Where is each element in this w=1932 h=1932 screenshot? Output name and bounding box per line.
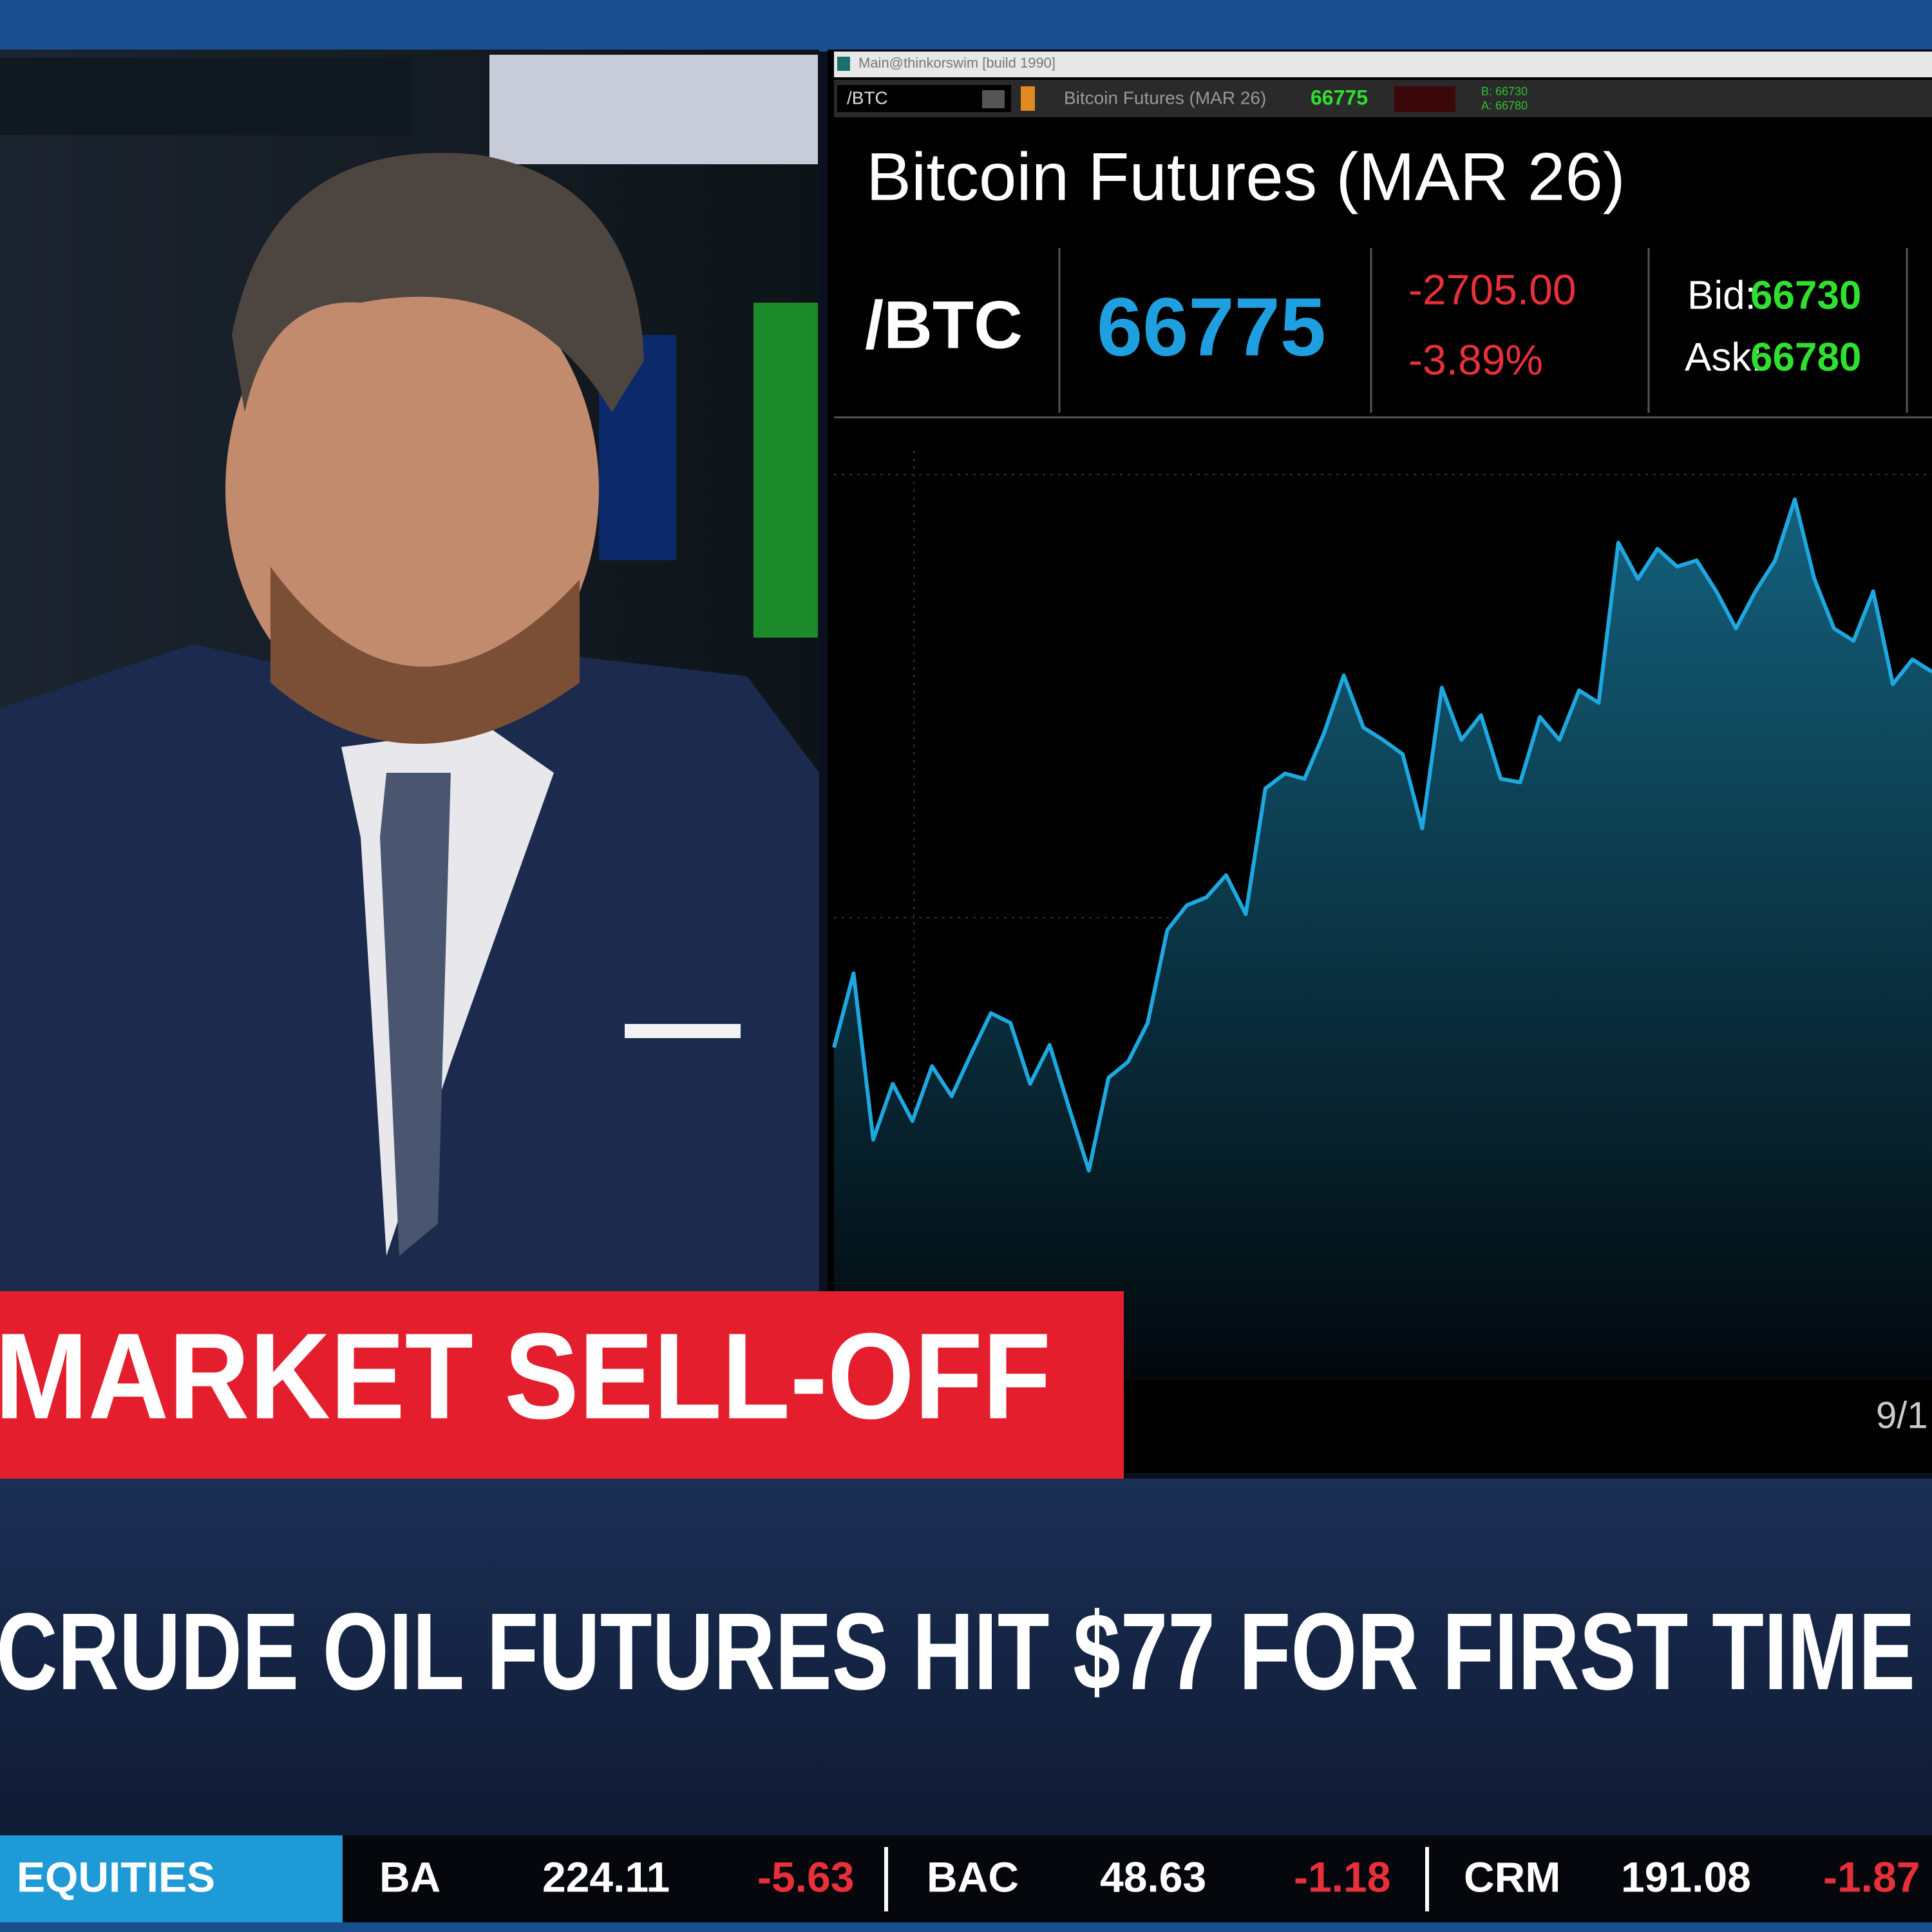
ask-label: Ask: [1685, 335, 1763, 379]
bid: 66730 [1750, 273, 1861, 317]
ticker-section-bg [0, 1835, 343, 1922]
ticker-change: -1.87 [1823, 1853, 1920, 1900]
ticker-symbol: BAC [927, 1853, 1019, 1900]
quote-change: -2705.00 [1408, 265, 1577, 313]
toolbar-bid: B: 66730 [1481, 85, 1528, 98]
toolbar-description: Bitcoin Futures (MAR 26) [1064, 88, 1266, 108]
app-icon [837, 57, 850, 71]
ticker-price: 224.11 [542, 1853, 670, 1900]
flag [1021, 86, 1035, 111]
ticker-price: 191.08 [1621, 1853, 1751, 1900]
date-label: 9/1 [1876, 1394, 1928, 1436]
ticker-section: EQUITIES [17, 1853, 215, 1900]
price-line [832, 497, 1932, 1173]
bottom-frame [0, 1922, 1932, 1932]
headline: CRUDE OIL FUTURES HIT $77 FOR FIRST TIME [0, 1591, 1915, 1713]
dropdown[interactable] [982, 90, 1005, 108]
quote-last: 66775 [1097, 281, 1326, 374]
toolbar-ask: A: 66780 [1481, 99, 1528, 112]
quote-title: Bitcoin Futures (MAR 26) [866, 140, 1625, 215]
banner-bg [0, 1291, 1124, 1479]
quote-symbol: /BTC [865, 288, 1023, 363]
quote-percent: -3.89% [1408, 336, 1543, 383]
banner: MARKET SELL-OFF [0, 1308, 1051, 1444]
ticker-change: -1.18 [1294, 1853, 1390, 1900]
headline-band [0, 1479, 1932, 1835]
ticker-change: -5.63 [757, 1853, 854, 1900]
chart [832, 451, 1932, 1380]
ticker-divider [884, 1847, 888, 1911]
bid-label: Bid: [1687, 273, 1756, 317]
toolbar-last: 66775 [1311, 86, 1368, 109]
toolbar [834, 80, 1932, 117]
ticker: BA 224.11 -5.63 BAC 48.63 -1.18 CRM 191.08 -1.87 [379, 1847, 1920, 1911]
title-bar [834, 52, 1932, 77]
video [0, 50, 819, 1293]
ticker-symbol: CRM [1464, 1853, 1560, 1900]
ask: 66780 [1750, 335, 1861, 379]
toolbar-change [1394, 86, 1455, 112]
ticker-divider [1425, 1847, 1429, 1911]
top-frame [0, 0, 1932, 52]
window-title: Main@thinkorswim [build 1990] [858, 55, 1056, 71]
toolbar-symbol: /BTC [847, 88, 888, 108]
chart-area [834, 499, 1932, 1380]
ticker-price: 48.63 [1100, 1853, 1206, 1900]
dividers [834, 248, 1932, 419]
ticker-symbol: BA [379, 1853, 440, 1900]
